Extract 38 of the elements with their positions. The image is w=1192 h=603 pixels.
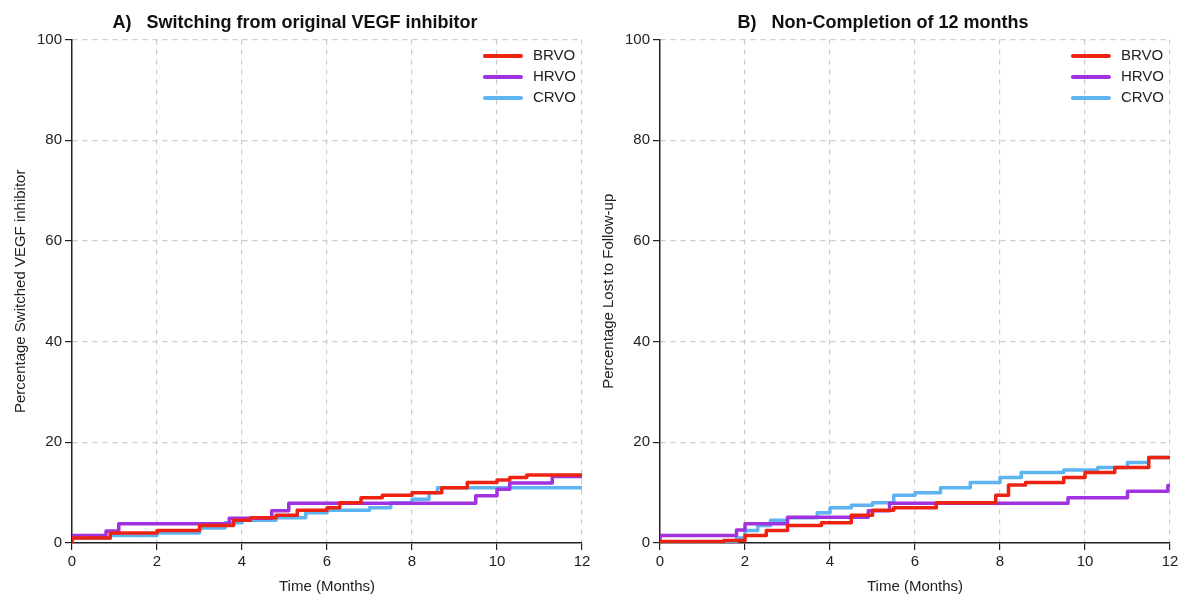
x-tick-label: 8 <box>995 552 1005 570</box>
x-tick-label: 2 <box>740 552 750 570</box>
chart-title: B) Non-Completion of 12 months <box>737 11 1029 32</box>
y-tick-label: 0 <box>53 533 63 551</box>
x-tick-label: 12 <box>1161 552 1179 570</box>
x-tick-label: 0 <box>655 552 665 570</box>
x-tick-label: 4 <box>825 552 835 570</box>
chart-title: A) Switching from original VEGF inhibitor <box>112 11 478 32</box>
y-tick-label: 0 <box>641 533 651 551</box>
legend-label: HRVO <box>1120 67 1165 85</box>
y-tick-label: 60 <box>633 231 651 249</box>
y-tick-label: 40 <box>633 331 651 349</box>
x-tick-label: 2 <box>152 552 162 570</box>
y-axis-title: Percentage Switched VEGF inhibitor <box>11 169 29 414</box>
legend-label: CRVO <box>532 88 577 106</box>
x-tick-label: 10 <box>488 552 506 570</box>
legend-label: BRVO <box>532 46 576 64</box>
x-tick-label: 8 <box>407 552 417 570</box>
y-axis-title: Percentage Lost to Follow-up <box>599 193 617 389</box>
y-tick-label: 20 <box>45 432 63 450</box>
legend-label: HRVO <box>532 67 577 85</box>
legend-label: CRVO <box>1120 88 1165 106</box>
x-tick-label: 10 <box>1076 552 1094 570</box>
y-tick-label: 80 <box>45 130 63 148</box>
y-tick-label: 20 <box>633 432 651 450</box>
y-tick-label: 100 <box>625 29 651 47</box>
x-tick-label: 6 <box>910 552 920 570</box>
y-tick-label: 100 <box>37 29 63 47</box>
y-tick-label: 60 <box>45 231 63 249</box>
x-tick-label: 4 <box>237 552 247 570</box>
x-tick-label: 0 <box>67 552 77 570</box>
y-tick-label: 40 <box>45 331 63 349</box>
x-tick-label: 12 <box>573 552 591 570</box>
x-axis-title: Time (Months) <box>278 577 376 595</box>
x-tick-label: 6 <box>322 552 332 570</box>
legend-label: BRVO <box>1120 46 1164 64</box>
x-axis-title: Time (Months) <box>866 577 964 595</box>
y-tick-label: 80 <box>633 130 651 148</box>
